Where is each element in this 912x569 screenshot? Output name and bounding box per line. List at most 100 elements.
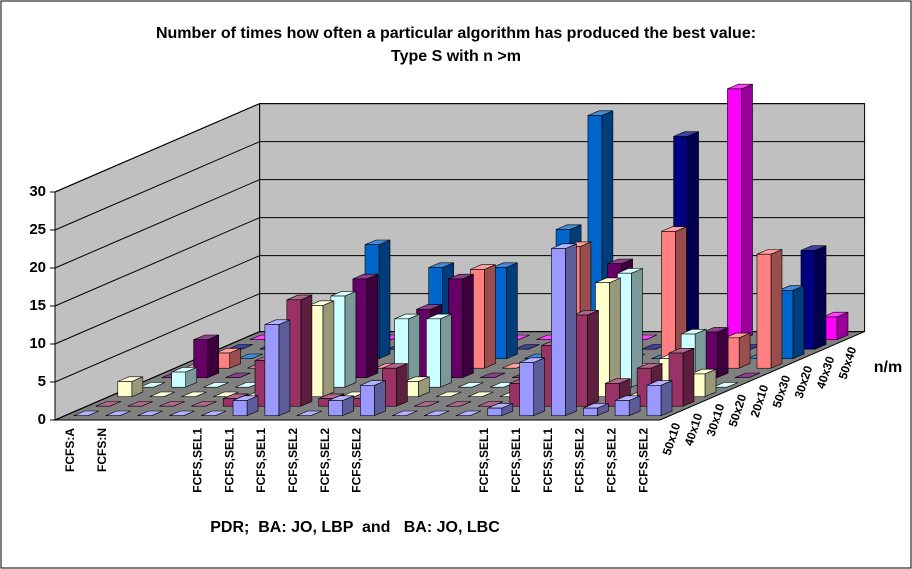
bar-side	[738, 332, 751, 369]
x-tick-label: FCFS,SEL2	[636, 428, 650, 493]
bar-top	[392, 410, 418, 417]
bar-top	[455, 410, 482, 417]
bar	[328, 400, 343, 417]
bar	[171, 371, 186, 388]
bar-top	[203, 382, 229, 388]
bar-side	[682, 347, 695, 407]
grid-line	[54, 255, 260, 345]
bar-top	[458, 382, 484, 388]
bar	[519, 362, 534, 417]
bar-side	[300, 294, 313, 407]
bar-side	[207, 334, 219, 379]
x-tick-label: FCFS,SEL1	[541, 428, 555, 493]
bar-side	[770, 249, 783, 369]
bar	[193, 339, 208, 379]
bar-top	[169, 410, 195, 417]
x-tick-label: FCFS,SEL2	[350, 428, 364, 493]
bar-top	[734, 372, 761, 379]
x-tick-label: FCFS,SEL1	[222, 428, 236, 493]
bar-side	[440, 313, 452, 388]
bar	[756, 253, 772, 369]
depth-axis-title: n/m	[874, 359, 902, 376]
bar-top	[181, 391, 207, 398]
x-tick-label: FCFS,SEL2	[604, 428, 618, 493]
bar-side	[484, 264, 496, 369]
bar	[426, 318, 441, 388]
bar-side	[344, 290, 357, 388]
bar	[614, 400, 630, 417]
bar-side	[533, 357, 545, 417]
x-tick-label: FCFS,SEL2	[286, 428, 300, 493]
bar-top	[414, 401, 440, 407]
bar-top	[477, 401, 504, 407]
y-tick-label: 30	[29, 183, 46, 200]
x-tick-label: FCFS,SEL1	[477, 428, 491, 493]
bar-top	[149, 391, 175, 398]
bar-top	[467, 391, 494, 398]
x-axis-title: PDR; BA: JO, LBP and BA: JO, LBC	[210, 519, 500, 536]
bar	[646, 385, 662, 417]
y-tick-label: 0	[38, 411, 46, 428]
bar-side	[716, 326, 729, 379]
bar-side	[565, 243, 577, 417]
bar-side	[814, 245, 827, 350]
grid-line	[54, 331, 260, 421]
bar-top	[436, 391, 462, 398]
bar-side	[374, 380, 386, 417]
grid-line	[54, 293, 260, 383]
bar-side	[408, 313, 420, 388]
bar-side	[366, 273, 379, 379]
grid-line	[54, 217, 260, 307]
x-tick-label: FCFS,SEL2	[318, 428, 332, 493]
bar-top	[105, 410, 131, 417]
bar-top	[213, 391, 239, 398]
bar-top	[712, 382, 739, 388]
x-tick-label: FCFS,SEL2	[573, 428, 587, 493]
bar-top	[296, 410, 322, 417]
bar	[487, 407, 503, 417]
bar-top	[225, 372, 251, 379]
bar-side	[741, 83, 753, 341]
bar-top	[201, 410, 227, 417]
bar-top	[191, 401, 217, 407]
grid-line	[54, 141, 260, 231]
bar-top	[137, 410, 163, 417]
bar	[727, 88, 742, 341]
bar-top	[445, 401, 472, 407]
x-tick-label: FCFS,SEL1	[190, 428, 204, 493]
bar	[264, 324, 280, 417]
bar-side	[278, 319, 291, 417]
bar-top	[423, 410, 450, 417]
grid-line	[54, 179, 260, 269]
bar-top	[127, 401, 153, 407]
bar-side	[587, 309, 599, 407]
bar-top	[73, 410, 99, 417]
bar-side	[322, 300, 335, 398]
bar	[117, 381, 133, 398]
x-tick-label: FCFS,SEL1	[254, 428, 268, 493]
bar-side	[396, 363, 408, 407]
grid-line	[54, 103, 260, 193]
chart-title: Number of times how often a particular a…	[155, 25, 757, 65]
bar-side	[687, 131, 699, 350]
bar-side	[378, 239, 391, 360]
bar-side	[660, 380, 673, 417]
y-tick-label: 15	[29, 297, 46, 314]
bar	[668, 352, 684, 407]
bar-side	[506, 262, 518, 360]
x-tick-label: FCFS:N	[95, 428, 109, 472]
bar	[360, 385, 375, 417]
bar-top	[139, 382, 165, 388]
x-tick-label: FCFS,SEL1	[509, 428, 523, 493]
x-tick-label: FCFS:A	[63, 428, 77, 472]
bar	[582, 407, 598, 417]
bar-top	[514, 344, 540, 350]
y-tick-label: 5	[38, 373, 46, 390]
bar	[551, 248, 566, 417]
bar-top	[237, 353, 263, 360]
bar-side	[462, 273, 474, 379]
bar-top	[159, 401, 185, 407]
bar	[232, 400, 248, 417]
